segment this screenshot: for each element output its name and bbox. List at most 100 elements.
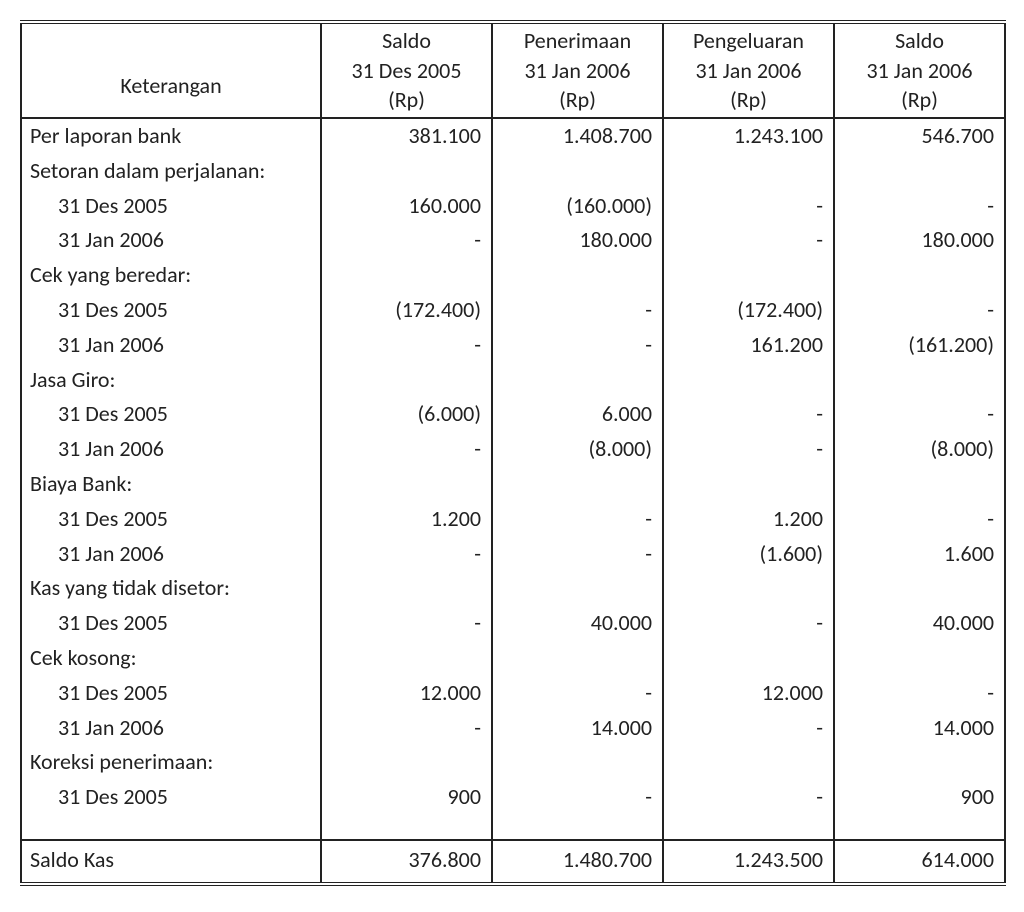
- col-header-line: 31 Jan 2006: [525, 57, 631, 84]
- row-label: Per laporan bank: [21, 118, 321, 154]
- cell-value: [834, 745, 1005, 780]
- cell-value: 381.100: [321, 118, 492, 154]
- table-row: 31 Jan 2006-(8.000)-(8.000): [21, 432, 1005, 467]
- cell-value: 6.000: [492, 397, 663, 432]
- cell-value: [834, 641, 1005, 676]
- cell-value: 1.200: [663, 502, 834, 537]
- cell-value: 14.000: [492, 711, 663, 746]
- cell-value: (160.000): [492, 189, 663, 224]
- cell-value: 12.000: [321, 676, 492, 711]
- row-label: 31 Jan 2006: [21, 537, 321, 572]
- cell-value: -: [492, 293, 663, 328]
- col-header-pengeluaran: Pengeluaran 31 Jan 2006 (Rp): [663, 22, 834, 118]
- col-header-line: (Rp): [730, 86, 767, 113]
- cell-value: -: [663, 711, 834, 746]
- cell-value: 40.000: [492, 606, 663, 641]
- cell-value: [663, 154, 834, 189]
- cell-value: [321, 745, 492, 780]
- table-row: 31 Des 2005(172.400)-(172.400)-: [21, 293, 1005, 328]
- cell-value: 14.000: [834, 711, 1005, 746]
- cell-value: [834, 154, 1005, 189]
- row-label: 31 Jan 2006: [21, 328, 321, 363]
- cell-value: -: [321, 537, 492, 572]
- cell-value: -: [321, 711, 492, 746]
- cell-value: [492, 363, 663, 398]
- cell-value: [492, 571, 663, 606]
- col-header-line: Saldo: [895, 27, 944, 54]
- col-header-line: Saldo: [382, 27, 431, 54]
- row-label: Biaya Bank:: [21, 467, 321, 502]
- row-label: 31 Des 2005: [21, 502, 321, 537]
- reconciliation-table: Keterangan Saldo 31 Des 2005 (Rp) Peneri…: [20, 20, 1006, 886]
- cell-value: 1.408.700: [492, 118, 663, 154]
- table-row: Kas yang tidak disetor:: [21, 571, 1005, 606]
- table-row: 31 Des 20051.200-1.200-: [21, 502, 1005, 537]
- cell-value: [321, 641, 492, 676]
- row-label: 31 Des 2005: [21, 293, 321, 328]
- table-row: 31 Des 2005-40.000-40.000: [21, 606, 1005, 641]
- cell-value: [663, 467, 834, 502]
- cell-value: -: [663, 397, 834, 432]
- cell-value: 40.000: [834, 606, 1005, 641]
- row-label: 31 Des 2005: [21, 676, 321, 711]
- total-value: 376.800: [321, 840, 492, 884]
- cell-value: [321, 258, 492, 293]
- table-row: Koreksi penerimaan:: [21, 745, 1005, 780]
- total-row: Saldo Kas376.8001.480.7001.243.500614.00…: [21, 840, 1005, 884]
- row-label: 31 Jan 2006: [21, 711, 321, 746]
- cell-value: 1.243.100: [663, 118, 834, 154]
- row-label: 31 Des 2005: [21, 397, 321, 432]
- cell-value: [834, 258, 1005, 293]
- cell-value: -: [663, 780, 834, 815]
- table-row: 31 Jan 2006--(1.600)1.600: [21, 537, 1005, 572]
- table-row: 31 Des 2005160.000(160.000)--: [21, 189, 1005, 224]
- col-header-line: (Rp): [388, 86, 425, 113]
- table-row: Jasa Giro:: [21, 363, 1005, 398]
- row-label: 31 Des 2005: [21, 606, 321, 641]
- cell-value: 160.000: [321, 189, 492, 224]
- table-header: Keterangan Saldo 31 Des 2005 (Rp) Peneri…: [21, 22, 1005, 118]
- col-header-line: (Rp): [901, 86, 938, 113]
- row-label: 31 Jan 2006: [21, 223, 321, 258]
- cell-value: 1.600: [834, 537, 1005, 572]
- cell-value: (6.000): [321, 397, 492, 432]
- cell-value: -: [492, 328, 663, 363]
- col-header-line: (Rp): [559, 86, 596, 113]
- cell-value: 161.200: [663, 328, 834, 363]
- col-header-keterangan: Keterangan: [21, 22, 321, 118]
- cell-value: -: [492, 780, 663, 815]
- cell-value: (172.400): [321, 293, 492, 328]
- cell-value: -: [663, 432, 834, 467]
- total-value: 1.243.500: [663, 840, 834, 884]
- col-header-line: 31 Des 2005: [352, 57, 462, 84]
- col-header-line: Keterangan: [120, 72, 221, 99]
- cell-value: [663, 363, 834, 398]
- col-header-penerimaan: Penerimaan 31 Jan 2006 (Rp): [492, 22, 663, 118]
- cell-value: -: [834, 293, 1005, 328]
- row-label: Jasa Giro:: [21, 363, 321, 398]
- cell-value: -: [321, 223, 492, 258]
- cell-value: 900: [834, 780, 1005, 815]
- cell-value: (172.400): [663, 293, 834, 328]
- cell-value: -: [492, 502, 663, 537]
- cell-value: [492, 154, 663, 189]
- table-body: Per laporan bank381.1001.408.7001.243.10…: [21, 118, 1005, 884]
- cell-value: [663, 745, 834, 780]
- table-row: 31 Des 200512.000-12.000-: [21, 676, 1005, 711]
- table-row: 31 Jan 2006--161.200(161.200): [21, 328, 1005, 363]
- row-label: Koreksi penerimaan:: [21, 745, 321, 780]
- cell-value: (1.600): [663, 537, 834, 572]
- total-label: Saldo Kas: [21, 840, 321, 884]
- col-header-line: 31 Jan 2006: [696, 57, 802, 84]
- cell-value: [834, 571, 1005, 606]
- table-row: Biaya Bank:: [21, 467, 1005, 502]
- table-row: 31 Des 2005900--900: [21, 780, 1005, 815]
- cell-value: [492, 467, 663, 502]
- cell-value: 900: [321, 780, 492, 815]
- cell-value: (8.000): [492, 432, 663, 467]
- cell-value: -: [834, 676, 1005, 711]
- cell-value: -: [321, 328, 492, 363]
- cell-value: [321, 363, 492, 398]
- row-label: 31 Des 2005: [21, 189, 321, 224]
- table-row: Cek kosong:: [21, 641, 1005, 676]
